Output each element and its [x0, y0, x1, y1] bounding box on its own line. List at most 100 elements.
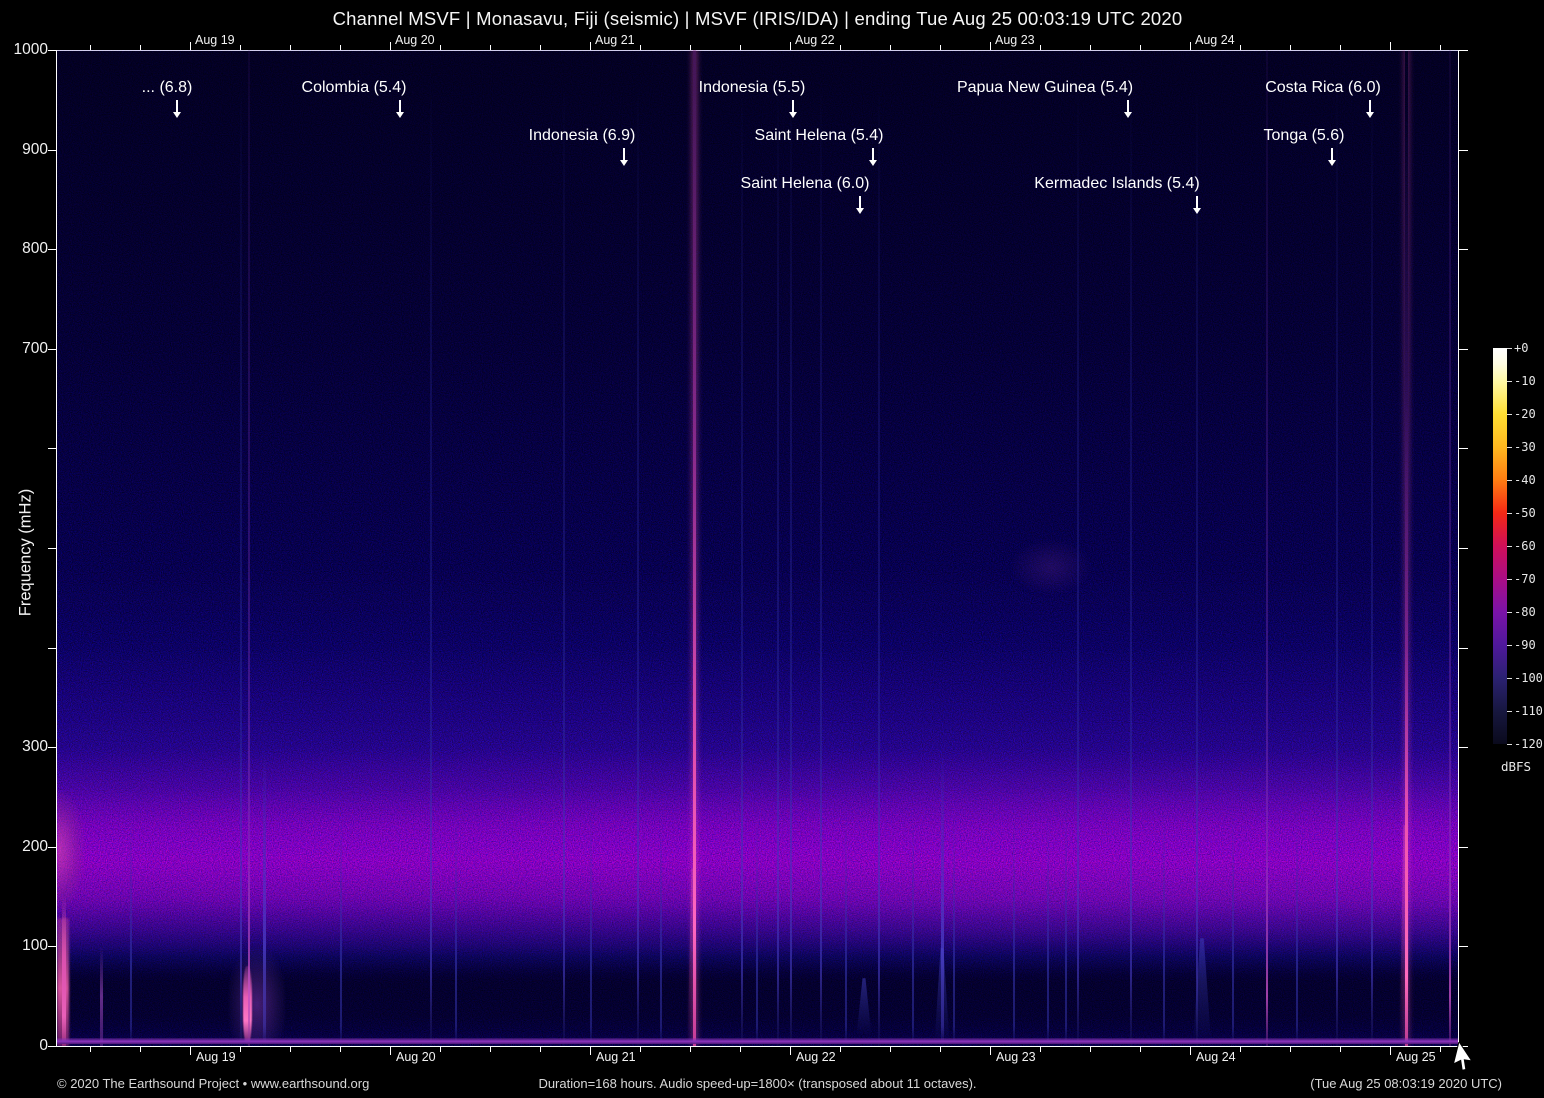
x-axis-tick [640, 1047, 641, 1052]
seismic-event-line [248, 50, 250, 1046]
arrow-stem [623, 148, 625, 160]
colorbar-tick [1507, 381, 1512, 382]
arrow-stem [399, 100, 401, 112]
x-axis-tick [940, 45, 941, 50]
colorbar-tick-label: -80 [1514, 605, 1536, 619]
right-axis-line [1458, 50, 1459, 1047]
arrow-head [1365, 112, 1374, 118]
seismic-event-line [756, 50, 758, 1046]
seismic-event-line [637, 50, 639, 1046]
spectral-blob [229, 948, 285, 1042]
x-axis-tick [340, 1047, 341, 1052]
earthquake-annotation: Saint Helena (6.0) [740, 175, 870, 192]
colorbar-tick-label: -20 [1514, 407, 1536, 421]
x-axis-tick [890, 1047, 891, 1052]
seismic-event-line [660, 50, 662, 1046]
x-axis-tick [1340, 45, 1341, 50]
earthquake-annotation: Colombia (5.4) [301, 79, 407, 96]
x-axis-tick [740, 1047, 741, 1052]
earthquake-annotation: Indonesia (6.9) [528, 127, 636, 144]
seismic-event-line [1130, 50, 1132, 1046]
y-axis-label: 300 [22, 738, 48, 756]
mouse-cursor-icon [1452, 1042, 1473, 1071]
earthquake-annotation: Costa Rica (6.0) [1265, 79, 1381, 96]
x-axis-tick [1390, 1047, 1391, 1055]
spectral-blob [57, 790, 85, 910]
seismic-event-line [590, 50, 592, 1046]
annotation-arrow-icon [395, 100, 405, 118]
y-axis-tick [1459, 647, 1468, 649]
y-axis-label: 700 [22, 339, 48, 357]
x-axis-tick [1090, 1047, 1091, 1052]
x-axis-tick [290, 45, 291, 50]
earthquake-annotation: ... (6.8) [141, 79, 193, 96]
annotation-arrow-icon [1192, 196, 1202, 214]
x-axis-label-top: Aug 23 [995, 33, 1035, 47]
annotation-arrow-icon [1327, 148, 1337, 166]
annotation-arrow-icon [172, 100, 182, 118]
seismic-event-line [1266, 50, 1268, 1046]
y-axis-tick [48, 448, 57, 450]
seismic-event-line [100, 50, 103, 1046]
arrow-stem [1127, 100, 1129, 112]
y-axis-label: 200 [22, 837, 48, 855]
x-axis-tick [840, 1047, 841, 1052]
x-axis-tick [1140, 45, 1141, 50]
seismic-event-line [263, 50, 266, 1046]
x-axis-tick [540, 1047, 541, 1052]
colorbar-tick [1507, 480, 1512, 481]
x-axis-tick [440, 45, 441, 50]
x-axis-tick [490, 1047, 491, 1052]
colorbar-tick [1507, 513, 1512, 514]
seismic-event-line [693, 50, 696, 1046]
x-axis-label-bottom: Aug 20 [396, 1050, 436, 1064]
x-axis-label-bottom: Aug 21 [596, 1050, 636, 1064]
x-axis-tick [390, 42, 391, 50]
x-axis-label-top: Aug 21 [595, 33, 635, 47]
colorbar-tick [1507, 546, 1512, 547]
dc-component-line [57, 1038, 1458, 1044]
footer-copyright: © 2020 The Earthsound Project • www.eart… [57, 1076, 370, 1091]
x-axis-tick [1240, 45, 1241, 50]
arrow-head [1192, 208, 1201, 214]
colorbar-tick-label: -100 [1514, 671, 1543, 685]
y-axis-tick [1459, 348, 1468, 350]
annotation-arrow-icon [1123, 100, 1133, 118]
seismic-event-line [1232, 50, 1234, 1046]
y-axis-tick [48, 1046, 57, 1047]
x-axis-label-top: Aug 22 [795, 33, 835, 47]
seismic-event-line [1065, 50, 1067, 1046]
seismic-event-line [790, 50, 792, 1046]
x-axis-tick [390, 1047, 391, 1055]
colorbar-tick [1507, 348, 1512, 349]
x-axis-tick [1440, 45, 1441, 50]
colorbar-tick-label: +0 [1514, 341, 1529, 355]
colorbar-tick-label: -120 [1514, 737, 1543, 751]
annotation-arrow-icon [619, 148, 629, 166]
arrow-stem [176, 100, 178, 112]
y-axis-tick [48, 249, 57, 251]
seismic-event-line [430, 50, 432, 1046]
footer-timestamp: (Tue Aug 25 08:03:19 2020 UTC) [1310, 1076, 1502, 1091]
x-axis-label-bottom: Aug 19 [196, 1050, 236, 1064]
spectral-blob [1009, 538, 1093, 596]
arrow-head [395, 112, 404, 118]
x-axis-tick [1440, 1047, 1441, 1052]
x-axis-tick [840, 45, 841, 50]
x-axis-tick [90, 1047, 91, 1052]
colorbar-tick [1507, 579, 1512, 580]
x-axis-tick [190, 42, 191, 50]
seismic-event-line [845, 50, 847, 1046]
x-axis-tick [90, 45, 91, 50]
y-axis-label: 800 [22, 240, 48, 258]
colorbar-tick [1507, 414, 1512, 415]
x-axis-tick [540, 45, 541, 50]
x-axis-tick [590, 1047, 591, 1055]
x-axis-label-bottom: Aug 23 [996, 1050, 1036, 1064]
x-axis-tick [940, 1047, 941, 1052]
seismic-event-line [741, 50, 743, 1046]
x-axis-tick [990, 1047, 991, 1055]
seismic-event-line [777, 50, 779, 1046]
x-axis-tick [1040, 1047, 1041, 1052]
colorbar-tick-label: -40 [1514, 473, 1536, 487]
